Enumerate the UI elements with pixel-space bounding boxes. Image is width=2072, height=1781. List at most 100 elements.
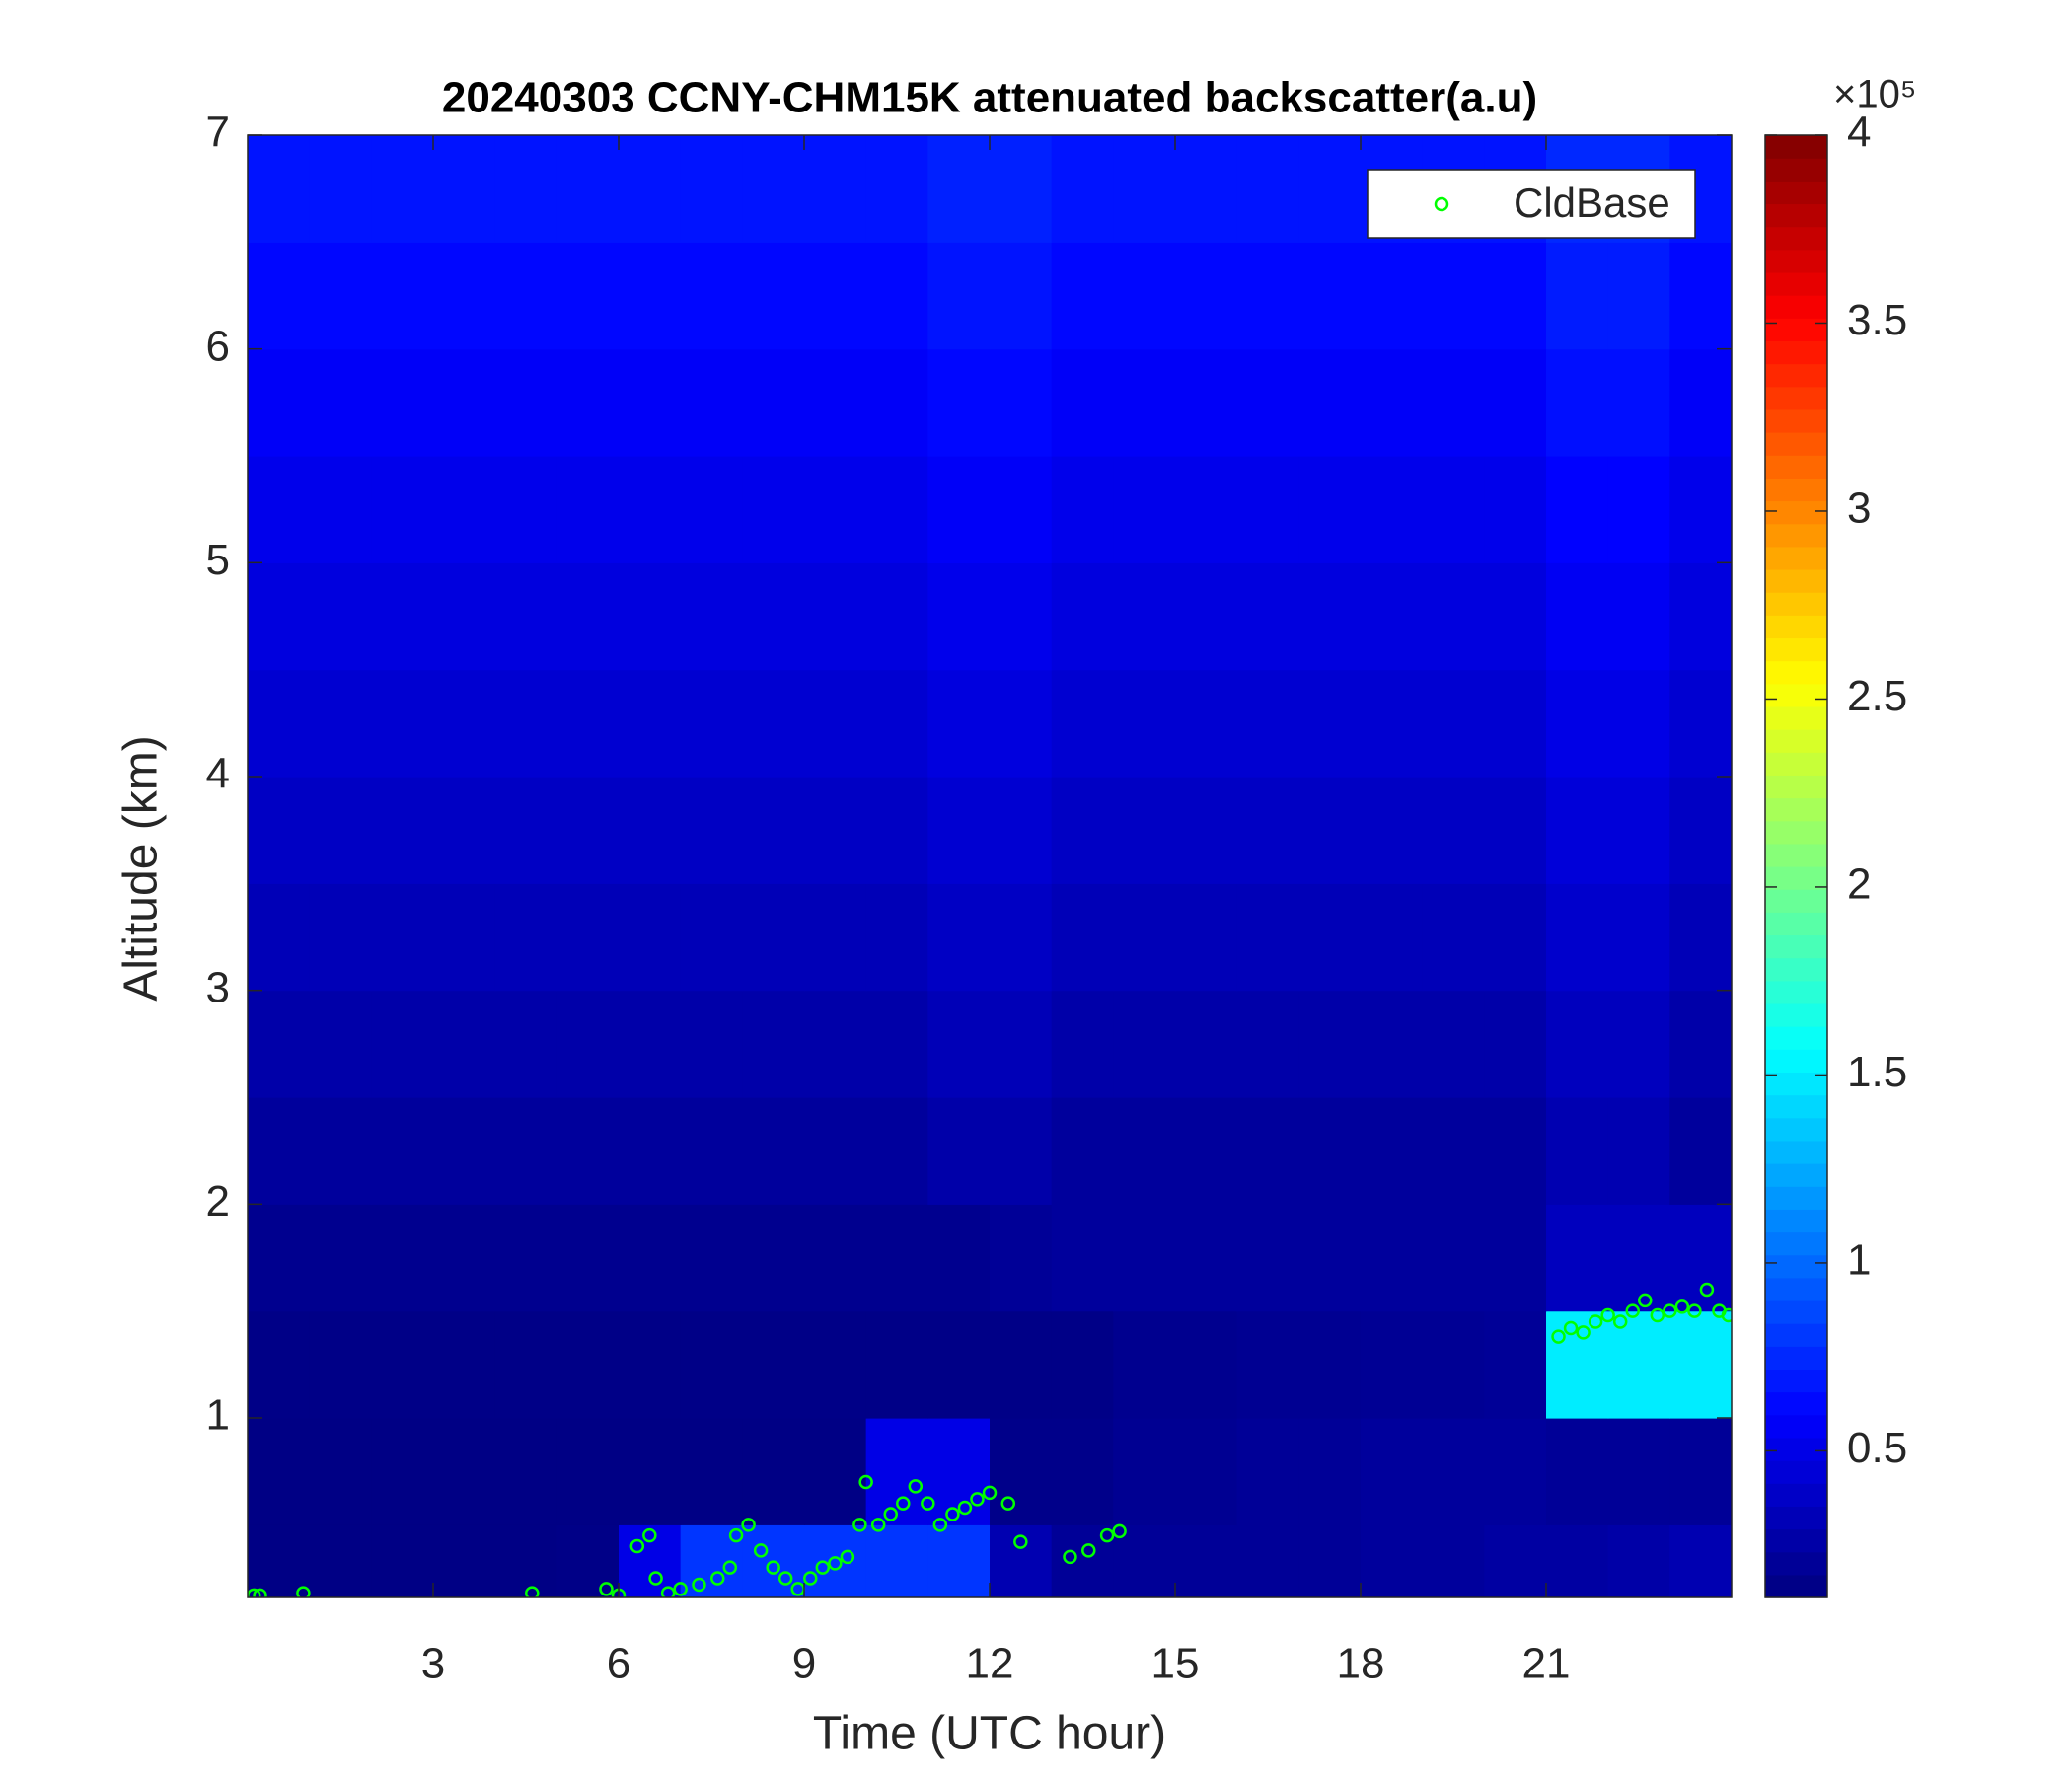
- heatmap-cell: [1669, 883, 1732, 992]
- heatmap-cell: [1669, 242, 1732, 350]
- heatmap-cell: [619, 1310, 682, 1419]
- heatmap-cell: [371, 1204, 434, 1312]
- colorbar-swatch: [1765, 592, 1827, 616]
- colorbar-swatch: [1765, 980, 1827, 1004]
- cloud-base-point: [1563, 1320, 1579, 1336]
- heatmap-cell: [1236, 990, 1299, 1098]
- colorbar-swatch: [1765, 1551, 1827, 1576]
- colorbar-swatch: [1765, 1460, 1827, 1484]
- heatmap-cell: [1669, 348, 1732, 457]
- heatmap-cell: [309, 1418, 372, 1525]
- heatmap-cell: [1236, 135, 1299, 243]
- colorbar-swatch: [1765, 1140, 1827, 1164]
- heatmap-cell: [433, 883, 496, 992]
- y-tick-label: 4: [206, 750, 230, 798]
- heatmap-cell: [1236, 883, 1299, 992]
- heatmap-cell: [1113, 242, 1176, 350]
- heatmap-cell: [1051, 242, 1114, 350]
- heatmap-cell: [1298, 562, 1362, 671]
- heatmap-cell: [1236, 348, 1299, 457]
- colorbar-swatch: [1765, 226, 1827, 251]
- heatmap-cell: [927, 1204, 991, 1312]
- heatmap-cell: [990, 242, 1053, 350]
- heatmap-cell: [865, 1097, 928, 1205]
- heatmap-cell: [927, 669, 991, 778]
- heatmap-cell: [742, 562, 805, 671]
- heatmap-cell: [371, 669, 434, 778]
- heatmap-cell: [1236, 456, 1299, 563]
- heatmap-cell: [1607, 348, 1670, 457]
- heatmap-cell: [680, 990, 743, 1098]
- heatmap-cell: [1484, 883, 1547, 992]
- heatmap-cell: [494, 1418, 557, 1525]
- heatmap-cell: [1298, 669, 1362, 778]
- heatmap-cell: [804, 1524, 867, 1597]
- heatmap-cell: [494, 135, 557, 243]
- heatmap-cell: [248, 562, 311, 671]
- heatmap-cell: [433, 669, 496, 778]
- heatmap-cell: [804, 135, 867, 243]
- colorbar-swatch: [1765, 775, 1827, 799]
- heatmap-cell: [494, 456, 557, 563]
- heatmap-cell: [1236, 669, 1299, 778]
- heatmap-cell: [494, 348, 557, 457]
- heatmap-cell: [1051, 1418, 1114, 1525]
- cloud-base-point: [777, 1571, 793, 1586]
- colorbar-swatch: [1765, 660, 1827, 685]
- cloud-base-point: [945, 1507, 960, 1521]
- cloud-base-point: [828, 1556, 843, 1571]
- heatmap-cell: [371, 990, 434, 1098]
- heatmap-cell: [309, 1204, 372, 1312]
- heatmap-cell: [1175, 1204, 1238, 1312]
- cloud-base-point: [1081, 1543, 1096, 1558]
- heatmap-cell: [433, 1204, 496, 1312]
- heatmap-cell: [371, 883, 434, 992]
- heatmap-cell: [433, 1097, 496, 1205]
- heatmap-cell: [865, 456, 928, 563]
- heatmap-cell: [309, 1524, 372, 1597]
- cloud-base-point: [1013, 1534, 1028, 1549]
- heatmap-cell: [680, 456, 743, 563]
- heatmap-cell: [1175, 669, 1238, 778]
- heatmap-cell: [927, 990, 991, 1098]
- colorbar-swatch: [1765, 615, 1827, 639]
- colorbar-swatch: [1765, 181, 1827, 205]
- heatmap-cell: [742, 1204, 805, 1312]
- colorbar-swatch: [1765, 1391, 1827, 1416]
- heatmap-cell: [619, 777, 682, 884]
- heatmap-cell: [1175, 456, 1238, 563]
- heatmap-cell: [619, 669, 682, 778]
- heatmap-cell: [742, 990, 805, 1098]
- heatmap-cell: [1113, 1097, 1176, 1205]
- heatmap-cell: [1607, 562, 1670, 671]
- cloud-base-point: [870, 1518, 886, 1532]
- heatmap-cell: [990, 135, 1053, 243]
- cloud-base-point: [815, 1560, 831, 1575]
- heatmap-cell: [1298, 242, 1362, 350]
- heatmap-cell: [619, 883, 682, 992]
- heatmap-cell: [1669, 456, 1732, 563]
- heatmap-cell: [556, 1204, 620, 1312]
- colorbar-swatch: [1765, 1254, 1827, 1279]
- heatmap-cell: [1175, 777, 1238, 884]
- colorbar-swatch: [1765, 295, 1827, 319]
- colorbar-swatch: [1765, 1323, 1827, 1347]
- heatmap-cell: [248, 669, 311, 778]
- heatmap-cell: [1051, 669, 1114, 778]
- heatmap-cell: [1298, 1524, 1362, 1597]
- heatmap-cell: [309, 883, 372, 992]
- cloud-base-point: [896, 1496, 911, 1511]
- colorbar-tick-label: 3.5: [1847, 296, 1907, 344]
- y-tick-label: 6: [206, 322, 230, 370]
- colorbar-swatch: [1765, 752, 1827, 776]
- heatmap-cell: [1546, 777, 1609, 884]
- heatmap-cell: [804, 348, 867, 457]
- heatmap-cell: [433, 242, 496, 350]
- heatmap-cell: [1236, 1310, 1299, 1419]
- colorbar-swatch: [1765, 271, 1827, 296]
- heatmap-cell: [1113, 777, 1176, 884]
- colorbar-multiplier: ×10⁵: [1833, 73, 1916, 116]
- cloud-base-point: [858, 1474, 873, 1490]
- heatmap-cell: [1546, 456, 1609, 563]
